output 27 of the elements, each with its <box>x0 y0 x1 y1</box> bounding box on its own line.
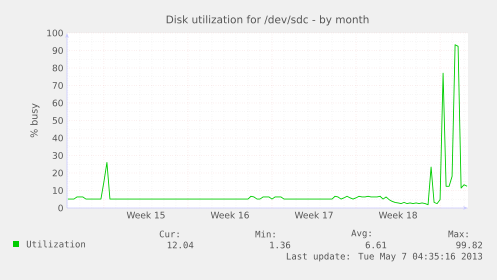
x-tick-label: Week 18 <box>378 212 417 218</box>
text: 99.82 <box>456 242 482 248</box>
y-tick-label: 0 <box>58 204 63 212</box>
y-tick-label: 50 <box>52 117 63 124</box>
text: Max: <box>448 230 468 238</box>
y-tick-label: 10 <box>53 187 63 194</box>
y-tick-label: 20 <box>52 170 63 176</box>
text: 1.36 <box>270 242 290 248</box>
y-tick-label: 100 <box>47 30 63 36</box>
x-tick-label: Week 17 <box>294 212 333 218</box>
x-tick-label: Week 16 <box>210 212 249 218</box>
text: 12.04 <box>168 242 194 248</box>
y-tick-label: 40 <box>52 134 63 142</box>
text: Min: <box>256 230 275 238</box>
text: Avg: <box>351 230 371 238</box>
text: Cur: <box>160 230 179 238</box>
y-tick-label: 70 <box>52 82 63 89</box>
text: 6.61 <box>366 242 386 248</box>
y-tick-label: 60 <box>52 100 63 106</box>
chart-title: Disk utilization for /dev/sdc - by month <box>166 15 368 26</box>
y-axis-title: % busy <box>30 103 40 138</box>
y-tick-label: 90 <box>52 47 63 54</box>
x-tick-label: Week 15 <box>126 212 165 218</box>
legend-label: Utilization <box>26 240 86 248</box>
y-tick-label: 80 <box>52 64 63 72</box>
text: Last update: Tue May 7 04:35:16 2013 <box>286 252 482 262</box>
y-tick-label: 30 <box>52 152 63 159</box>
